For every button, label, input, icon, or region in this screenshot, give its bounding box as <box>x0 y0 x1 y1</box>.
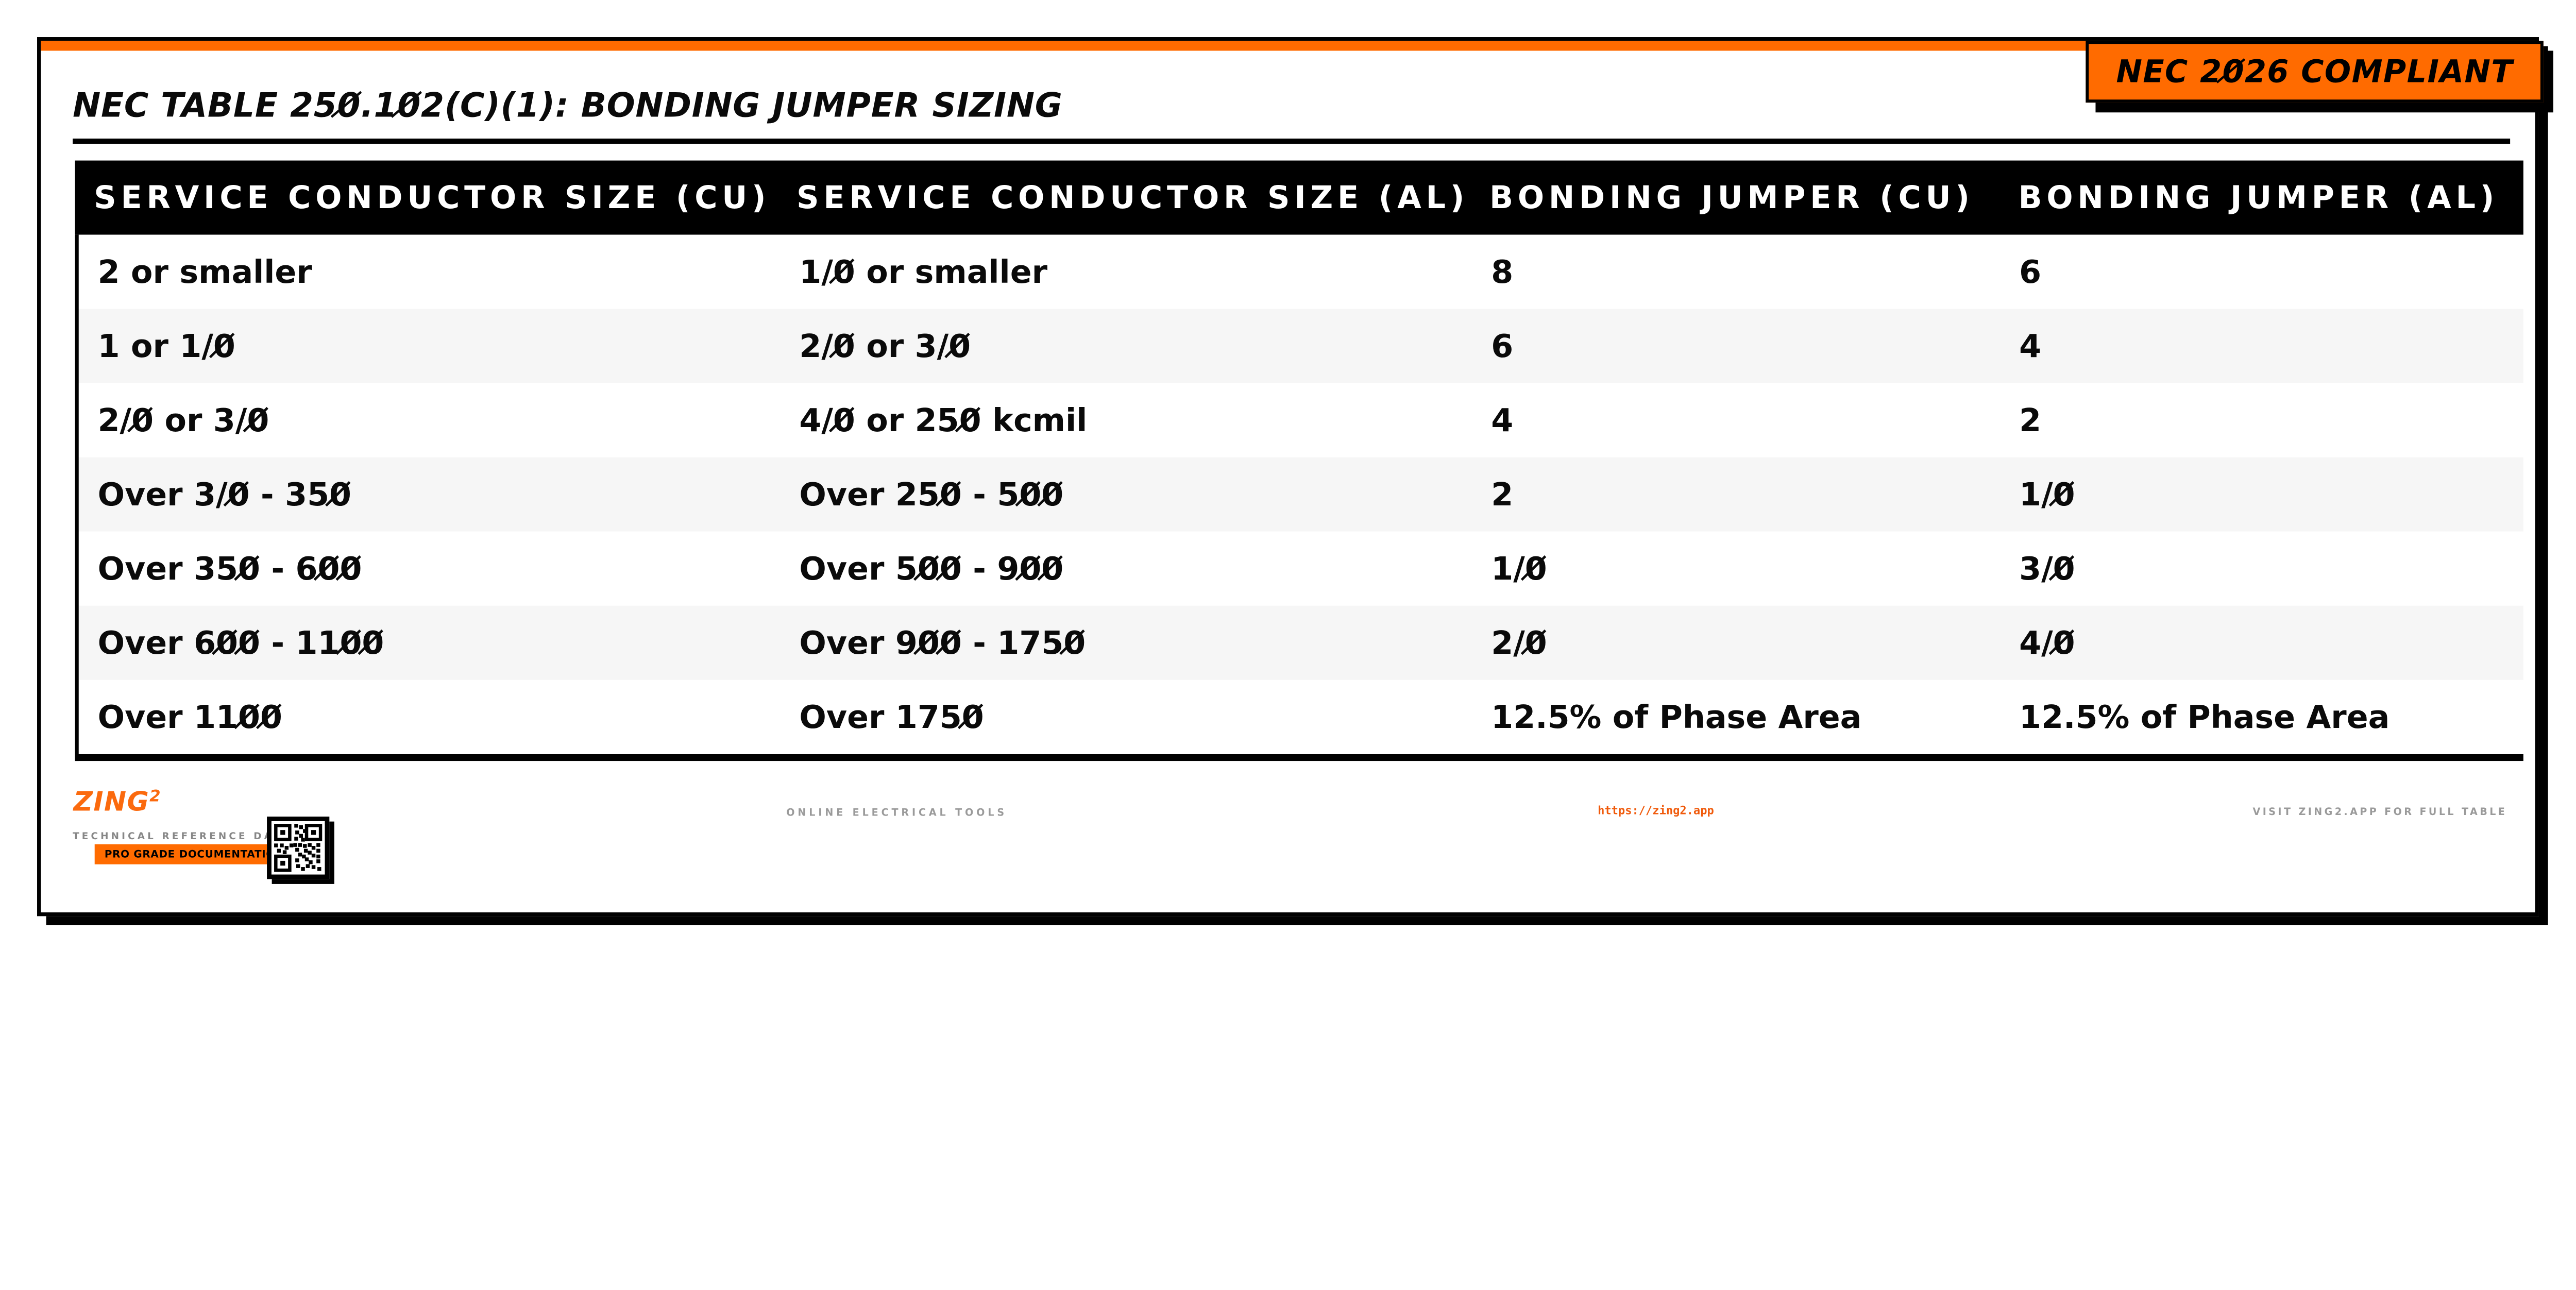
cell-service-cu: Over 60̸0̸ - 110̸0̸ <box>97 624 384 661</box>
cell-jumper-al: 1/0̸ <box>2019 476 2075 513</box>
column-header-jumper-al: BONDING JUMPER (AL) <box>2018 179 2499 216</box>
cell-service-al: Over 90̸0̸ - 1750̸ <box>799 624 1086 661</box>
cell-jumper-al: 4/0̸ <box>2019 624 2075 661</box>
cell-jumper-cu: 1/0̸ <box>1491 550 1547 587</box>
cell-jumper-al: 12.5% of Phase Area <box>2019 698 2390 736</box>
cell-service-al: Over 50̸0̸ - 90̸0̸ <box>799 550 1064 587</box>
table-row: Over 350̸ - 60̸0̸ Over 50̸0̸ - 90̸0̸ 1/0… <box>78 531 2523 606</box>
brand-tagline: TECHNICAL REFERENCE DATA <box>73 830 292 842</box>
cell-service-cu: Over 3/0̸ - 350̸ <box>97 476 352 513</box>
cell-service-cu: 2 or smaller <box>97 253 312 291</box>
table-row: 1 or 1/0̸ 2/0̸ or 3/0̸ 6 4 <box>78 309 2523 383</box>
reference-card: NEC 20̸26 COMPLIANT NEC TABLE 250̸.10̸2(… <box>37 37 2544 916</box>
cell-jumper-cu: 2/0̸ <box>1491 624 1547 661</box>
table-row: Over 110̸0̸ Over 1750̸ 12.5% of Phase Ar… <box>78 680 2523 754</box>
table-body: 2 or smaller 1/0̸ or smaller 8 6 1 or 1/… <box>75 234 2523 761</box>
qr-code-icon <box>267 817 330 879</box>
cell-service-cu: Over 350̸ - 60̸0̸ <box>97 550 362 587</box>
cell-jumper-al: 4 <box>2019 327 2042 365</box>
cell-jumper-cu: 4 <box>1491 401 1514 439</box>
column-header-service-cu: SERVICE CONDUCTOR SIZE (CU) <box>94 179 771 216</box>
cell-service-al: 4/0̸ or 250̸ kcmil <box>799 401 1088 439</box>
cell-jumper-al: 2 <box>2019 401 2042 439</box>
bonding-jumper-table: SERVICE CONDUCTOR SIZE (CU) SERVICE COND… <box>75 160 2523 761</box>
column-header-jumper-cu: BONDING JUMPER (CU) <box>1489 179 1974 216</box>
title-divider <box>73 138 2511 144</box>
brand-logo-superscript: 2 <box>149 786 162 805</box>
accent-top-strip <box>41 41 2535 51</box>
cell-jumper-al: 3/0̸ <box>2019 550 2075 587</box>
pro-grade-badge: PRO GRADE DOCUMENTATION <box>94 844 294 864</box>
table-row: Over 60̸0̸ - 110̸0̸ Over 90̸0̸ - 1750̸ 2… <box>78 605 2523 680</box>
cell-service-al: 1/0̸ or smaller <box>799 253 1048 291</box>
table-row: 2 or smaller 1/0̸ or smaller 8 6 <box>78 234 2523 309</box>
column-header-service-al: SERVICE CONDUCTOR SIZE (AL) <box>796 179 1469 216</box>
table-header-row: SERVICE CONDUCTOR SIZE (CU) SERVICE COND… <box>75 160 2523 235</box>
cell-service-cu: Over 110̸0̸ <box>97 698 282 736</box>
compliance-badge: NEC 20̸26 COMPLIANT <box>2086 41 2544 103</box>
reference-card-page: NEC 20̸26 COMPLIANT NEC TABLE 250̸.10̸2(… <box>37 37 2544 916</box>
cell-service-al: Over 250̸ - 50̸0̸ <box>799 476 1064 513</box>
cell-jumper-cu: 2 <box>1491 476 1514 513</box>
brand-logo: ZING2 <box>74 786 162 817</box>
cell-service-al: 2/0̸ or 3/0̸ <box>799 327 971 365</box>
page-title: NEC TABLE 250̸.10̸2(C)(1): BONDING JUMPE… <box>73 86 1063 125</box>
cell-service-al: Over 1750̸ <box>799 698 984 736</box>
table-row: Over 3/0̸ - 350̸ Over 250̸ - 50̸0̸ 2 1/0… <box>78 457 2523 532</box>
brand-logo-text: ZING <box>73 786 150 817</box>
footer-url: https://zing2.app <box>1598 804 1714 818</box>
cell-service-cu: 1 or 1/0̸ <box>97 327 235 365</box>
cell-jumper-cu: 8 <box>1491 253 1514 291</box>
footer-right-text: VISIT ZING2.APP FOR FULL TABLE <box>2252 806 2507 818</box>
table-row: 2/0̸ or 3/0̸ 4/0̸ or 250̸ kcmil 4 2 <box>78 383 2523 457</box>
cell-jumper-al: 6 <box>2019 253 2042 291</box>
footer-center-text: ONLINE ELECTRICAL TOOLS <box>786 807 1007 819</box>
cell-jumper-cu: 6 <box>1491 327 1514 365</box>
cell-jumper-cu: 12.5% of Phase Area <box>1491 698 1862 736</box>
cell-service-cu: 2/0̸ or 3/0̸ <box>97 401 269 439</box>
